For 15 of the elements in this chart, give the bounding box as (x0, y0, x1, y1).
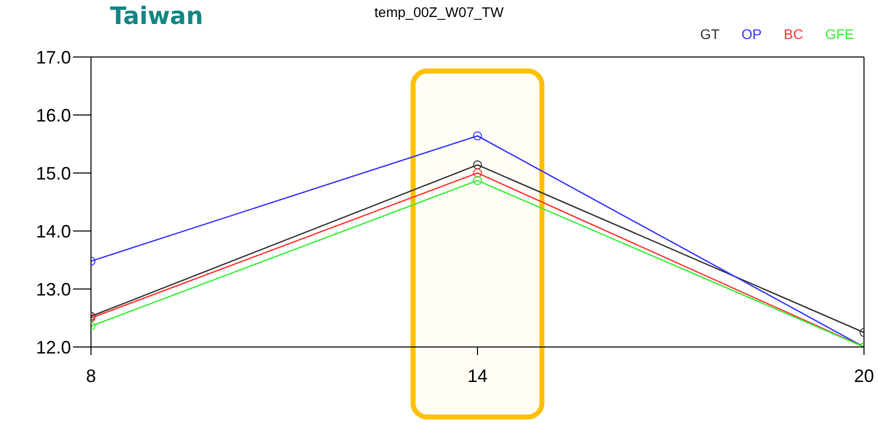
x-tick-label: 8 (86, 366, 96, 386)
text: Taiwan (110, 2, 204, 30)
x-tick-label: 20 (854, 366, 874, 386)
y-tick-label: 16.0 (36, 105, 71, 126)
y-tick-label: 17.0 (36, 47, 71, 68)
text: OP (742, 26, 762, 42)
y-tick-label: 13.0 (36, 279, 71, 300)
text: BC (784, 26, 804, 42)
x-tick-label: 14 (467, 366, 488, 386)
chart-title: temp_00Z_W07_TW (374, 4, 504, 20)
y-tick-label: 14.0 (36, 221, 71, 242)
y-tick-label: 12.0 (36, 337, 71, 358)
y-tick-label: 15.0 (36, 163, 71, 184)
text: GT (700, 26, 720, 42)
text: GFE (825, 26, 854, 42)
